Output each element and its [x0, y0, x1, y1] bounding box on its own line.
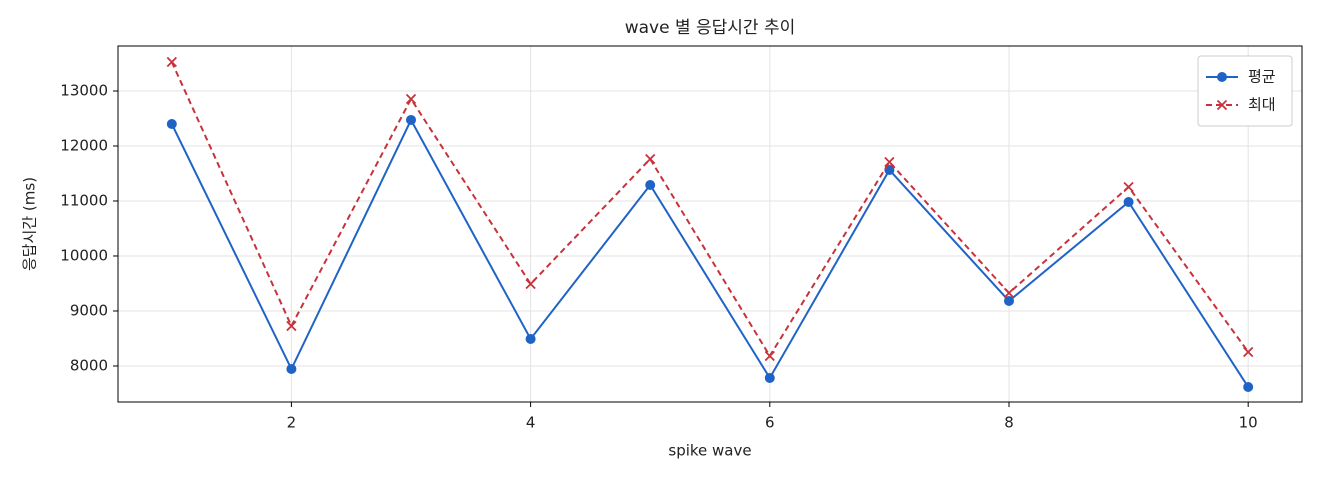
legend-marker [1217, 72, 1227, 82]
x-tick-label: 4 [526, 414, 536, 432]
marker [525, 333, 536, 344]
legend-marker [1216, 99, 1228, 111]
marker [166, 118, 177, 129]
legend-box [1197, 55, 1293, 127]
marker [1123, 196, 1134, 207]
y-tick-label: 11000 [60, 191, 108, 209]
marker [764, 350, 775, 362]
series-line [170, 61, 1249, 358]
marker [525, 278, 536, 290]
marker [764, 372, 775, 383]
x-tick-label: 6 [765, 414, 775, 432]
marker [1003, 295, 1014, 306]
y-tick-label: 9000 [70, 301, 108, 319]
series-line [170, 117, 1250, 388]
y-axis-label: 응답시간 (ms) [21, 177, 39, 271]
marker [286, 320, 297, 332]
marker [1003, 287, 1015, 299]
y-tick-label: 10000 [60, 246, 108, 264]
y-tick-label: 12000 [60, 136, 108, 154]
x-axis-label: spike wave [668, 442, 751, 460]
marker [645, 153, 656, 165]
marker [405, 93, 417, 105]
marker [406, 114, 417, 125]
legend-label: 최대 [1248, 96, 1276, 114]
marker [1243, 346, 1254, 358]
marker [166, 56, 177, 68]
marker [1243, 381, 1254, 392]
chart-title: wave 별 응답시간 추이 [625, 18, 796, 38]
marker [645, 179, 656, 190]
legend-label: 평균 [1248, 68, 1276, 86]
y-tick-label: 13000 [60, 81, 108, 99]
plot-frame [117, 45, 1303, 403]
marker [884, 156, 895, 168]
marker [1123, 181, 1134, 193]
x-tick-label: 10 [1239, 414, 1258, 432]
marker [286, 364, 297, 375]
x-tick-label: 2 [287, 414, 297, 432]
y-tick-label: 8000 [70, 356, 108, 374]
x-tick-label: 8 [1004, 414, 1014, 432]
